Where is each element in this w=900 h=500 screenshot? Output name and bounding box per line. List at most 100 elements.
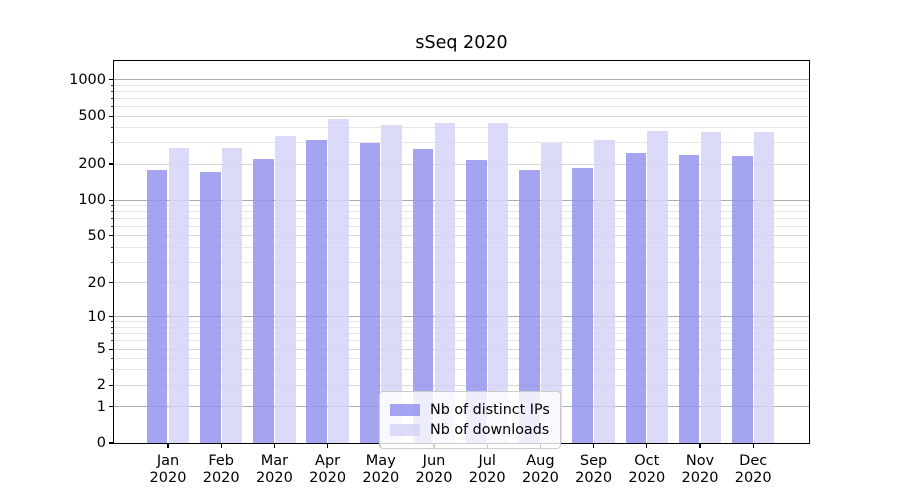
bar-distinct-ips-sep	[572, 168, 594, 443]
gridline-minor	[114, 142, 809, 144]
bar-distinct-ips-apr	[306, 139, 328, 443]
y-tick-label: 5	[96, 341, 106, 358]
x-tick-mark	[646, 444, 648, 448]
y-tick-mark	[109, 282, 113, 284]
gridline	[114, 384, 809, 386]
legend-label-downloads: Nb of downloads	[430, 422, 550, 438]
x-tick-label: Oct 2020	[628, 453, 666, 486]
bar-distinct-ips-aug	[519, 170, 540, 443]
gridline	[114, 235, 809, 237]
x-tick-mark	[593, 444, 595, 448]
y-minor-tick-mark	[110, 246, 113, 248]
bar-distinct-ips-dec	[731, 156, 753, 443]
gridline-minor	[114, 368, 809, 370]
legend-swatch-distinct-ips	[390, 404, 420, 416]
x-tick-label: Sep 2020	[575, 453, 613, 486]
x-tick-mark	[752, 444, 754, 448]
y-tick-label: 20	[87, 274, 106, 291]
gridline-minor	[114, 91, 809, 93]
bar-distinct-ips-jul	[465, 160, 487, 443]
y-tick-mark	[109, 384, 113, 386]
gridline-major	[114, 199, 809, 201]
bar-downloads-jul	[487, 122, 509, 443]
bar-distinct-ips-oct	[625, 152, 647, 443]
gridline-minor	[114, 106, 809, 108]
y-minor-tick-mark	[110, 127, 113, 129]
y-minor-tick-mark	[110, 106, 113, 108]
x-tick-mark	[273, 444, 275, 448]
legend-item-distinct-ips: Nb of distinct IPs	[390, 401, 550, 419]
bar-downloads-sep	[594, 139, 615, 443]
y-minor-tick-mark	[110, 142, 113, 144]
bar-downloads-apr	[328, 118, 349, 443]
bar-distinct-ips-jan	[146, 170, 168, 443]
legend: Nb of distinct IPs Nb of downloads	[379, 391, 561, 449]
y-minor-tick-mark	[110, 98, 113, 100]
x-tick-mark	[220, 444, 222, 448]
gridline-minor	[114, 326, 809, 328]
bar-downloads-oct	[647, 130, 669, 443]
x-tick-label: Nov 2020	[681, 453, 719, 486]
y-tick-mark	[109, 79, 113, 81]
y-tick-mark	[109, 163, 113, 165]
legend-item-downloads: Nb of downloads	[390, 421, 550, 439]
y-tick-mark	[109, 316, 113, 318]
x-tick-label: Apr 2020	[309, 453, 347, 486]
gridline-minor	[114, 127, 809, 129]
gridline-minor	[114, 225, 809, 227]
x-tick-label: Feb 2020	[202, 453, 240, 486]
chart-title: sSeq 2020	[415, 33, 508, 53]
y-tick-label: 1000	[69, 71, 106, 88]
plot-area: 0 1 2 5 10 20 50 100 200 500 1000 Jan 2020 Feb 2020 M…	[69, 60, 810, 486]
bar-downloads-jun	[434, 122, 456, 443]
y-tick-label: 2	[96, 377, 106, 394]
y-tick-mark	[109, 199, 113, 201]
bar-downloads-aug	[540, 143, 562, 443]
x-tick-mark	[699, 444, 701, 448]
gridline	[114, 163, 809, 165]
gridline	[114, 115, 809, 117]
bar-downloads-dec	[753, 131, 775, 443]
gridline-major	[114, 316, 809, 318]
x-tick-label: May 2020	[362, 453, 400, 486]
x-tick-mark	[167, 444, 169, 448]
y-tick-label: 50	[87, 227, 106, 244]
axis-layer: 0 1 2 5 10 20 50 100 200 500 1000 Jan 2020 Feb 2020 M…	[69, 61, 809, 486]
bar-downloads-feb	[221, 148, 243, 443]
y-minor-tick-mark	[110, 333, 113, 335]
bar-distinct-ips-may	[359, 142, 381, 443]
x-tick-mark	[327, 444, 329, 448]
y-tick-mark	[109, 406, 113, 408]
y-tick-label: 500	[78, 108, 106, 125]
gridline-minor	[114, 218, 809, 220]
bar-downloads-nov	[700, 131, 722, 443]
x-tick-label: Jan 2020	[149, 453, 187, 486]
y-minor-tick-mark	[110, 211, 113, 213]
bar-downloads-may	[381, 125, 403, 443]
y-minor-tick-mark	[110, 218, 113, 220]
y-tick-mark	[109, 115, 113, 117]
gridline-minor	[114, 357, 809, 359]
y-minor-tick-mark	[110, 261, 113, 263]
y-minor-tick-mark	[110, 91, 113, 93]
y-tick-label: 0	[96, 435, 106, 451]
x-tick-label: Jun 2020	[415, 453, 453, 486]
gridline-minor	[114, 98, 809, 100]
bar-distinct-ips-nov	[678, 154, 700, 443]
y-tick-mark	[109, 348, 113, 351]
gridline-minor	[114, 205, 809, 207]
gridline	[114, 348, 809, 350]
gridline-minor	[114, 211, 809, 213]
x-tick-label: Dec 2020	[734, 453, 772, 486]
y-minor-tick-mark	[110, 84, 113, 86]
y-minor-tick-mark	[110, 326, 113, 328]
bars-layer	[114, 61, 809, 443]
y-minor-tick-mark	[110, 368, 113, 370]
y-tick-label: 10	[87, 308, 106, 325]
y-tick-label: 1	[96, 398, 106, 415]
bar-distinct-ips-mar	[253, 159, 274, 443]
x-tick-label: Aug 2020	[521, 453, 559, 486]
bar-distinct-ips-feb	[199, 171, 221, 443]
y-minor-tick-mark	[110, 340, 113, 342]
